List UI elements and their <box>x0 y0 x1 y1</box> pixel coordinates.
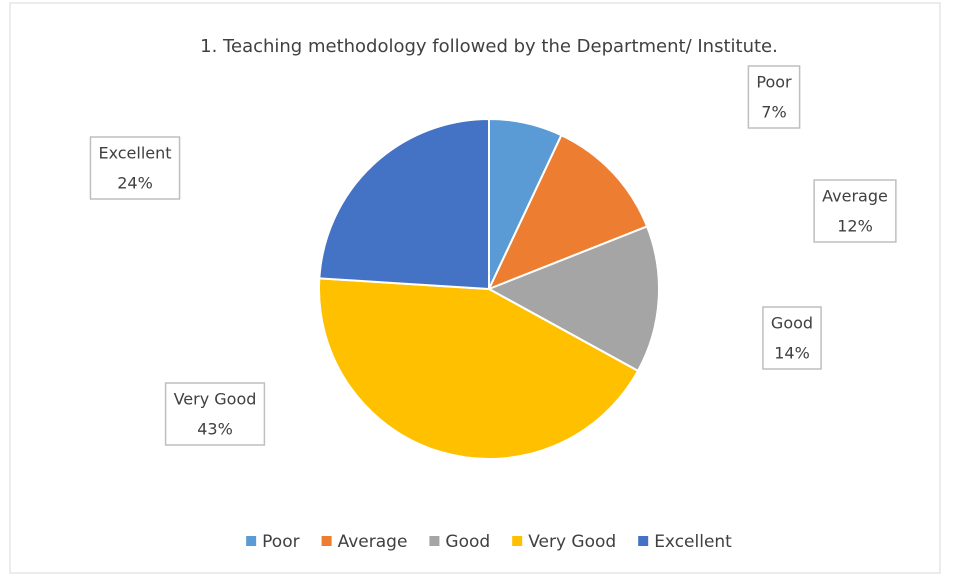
legend-swatch <box>321 536 332 546</box>
data-label-category: Average <box>822 187 888 206</box>
legend-swatch <box>638 536 649 546</box>
legend-label: Very Good <box>528 532 616 552</box>
data-label-category: Very Good <box>174 390 257 409</box>
legend-swatch <box>512 536 523 546</box>
data-label-box <box>89 136 181 200</box>
data-label-box <box>813 179 897 243</box>
pie-slice <box>317 277 640 460</box>
data-label-box <box>747 65 801 129</box>
data-label-category: Poor <box>756 73 792 92</box>
legend-label: Good <box>445 532 490 552</box>
data-label-value: 43% <box>197 420 233 439</box>
legend-label: Excellent <box>654 532 732 552</box>
legend-swatch <box>246 536 257 546</box>
data-label-box <box>164 382 266 446</box>
data-label-category: Excellent <box>98 144 171 163</box>
pie-slice <box>486 225 660 373</box>
legend-label: Poor <box>262 532 299 552</box>
data-label-category: Good <box>771 314 813 333</box>
legend-label: Average <box>338 532 408 552</box>
data-label-box <box>762 306 822 370</box>
pie-slice <box>318 117 490 291</box>
data-label-value: 24% <box>117 174 153 193</box>
legend-swatch <box>429 536 440 546</box>
data-label-value: 7% <box>761 103 786 122</box>
pie-slice <box>487 133 649 291</box>
data-label-value: 12% <box>837 217 873 236</box>
data-label-value: 14% <box>774 344 810 363</box>
chart-title: 1. Teaching methodology followed by the … <box>200 36 778 57</box>
